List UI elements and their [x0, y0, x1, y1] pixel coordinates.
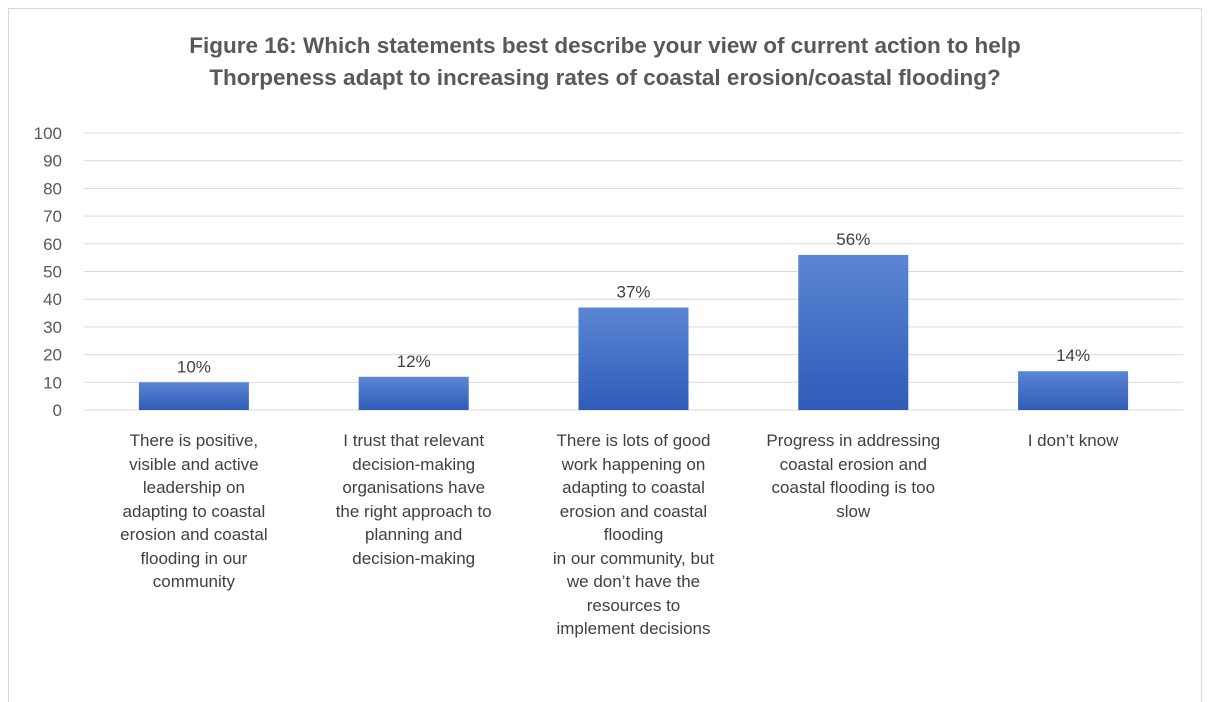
bar	[138, 382, 249, 410]
y-tick-label: 60	[43, 235, 62, 254]
bar	[358, 376, 469, 410]
data-labels: 10% 12% 37% 56% 14%	[177, 230, 1090, 376]
gridlines	[84, 132, 1183, 411]
y-tick-label: 100	[34, 124, 62, 143]
data-label: 56%	[836, 230, 870, 249]
bars	[138, 254, 1129, 410]
data-label: 37%	[616, 283, 650, 302]
y-tick-label: 40	[43, 290, 62, 309]
category-label: I trust that relevant decision-making or…	[335, 431, 492, 568]
y-tick-label: 70	[43, 207, 62, 226]
bar	[578, 307, 689, 410]
category-label: There is positive, visible and active le…	[120, 431, 268, 591]
chart-title-line-2: Thorpeness adapt to increasing rates of …	[209, 65, 1001, 90]
bar	[798, 254, 909, 410]
y-tick-label: 10	[43, 373, 62, 392]
chart-title: Figure 16: Which statements best describ…	[0, 30, 1210, 94]
data-label: 12%	[397, 352, 431, 371]
y-tick-label: 20	[43, 346, 62, 365]
bar	[1018, 371, 1129, 410]
y-tick-label: 90	[43, 152, 62, 171]
y-tick-label: 0	[53, 401, 62, 420]
category-label: I don’t know	[1027, 431, 1119, 450]
category-label: There is lots of good work happening on …	[552, 431, 715, 638]
category-label: Progress in addressing coastal erosion a…	[766, 431, 941, 521]
data-label: 14%	[1056, 346, 1090, 365]
y-tick-label: 30	[43, 318, 62, 337]
data-label: 10%	[177, 357, 211, 376]
chart-frame	[8, 8, 1202, 702]
y-tick-label: 80	[43, 179, 62, 198]
y-tick-label: 50	[43, 263, 62, 282]
y-axis-ticks: 0 10 20 30 40 50 60 70 80 90 100	[34, 124, 62, 420]
chart-title-line-1: Figure 16: Which statements best describ…	[189, 33, 1021, 58]
